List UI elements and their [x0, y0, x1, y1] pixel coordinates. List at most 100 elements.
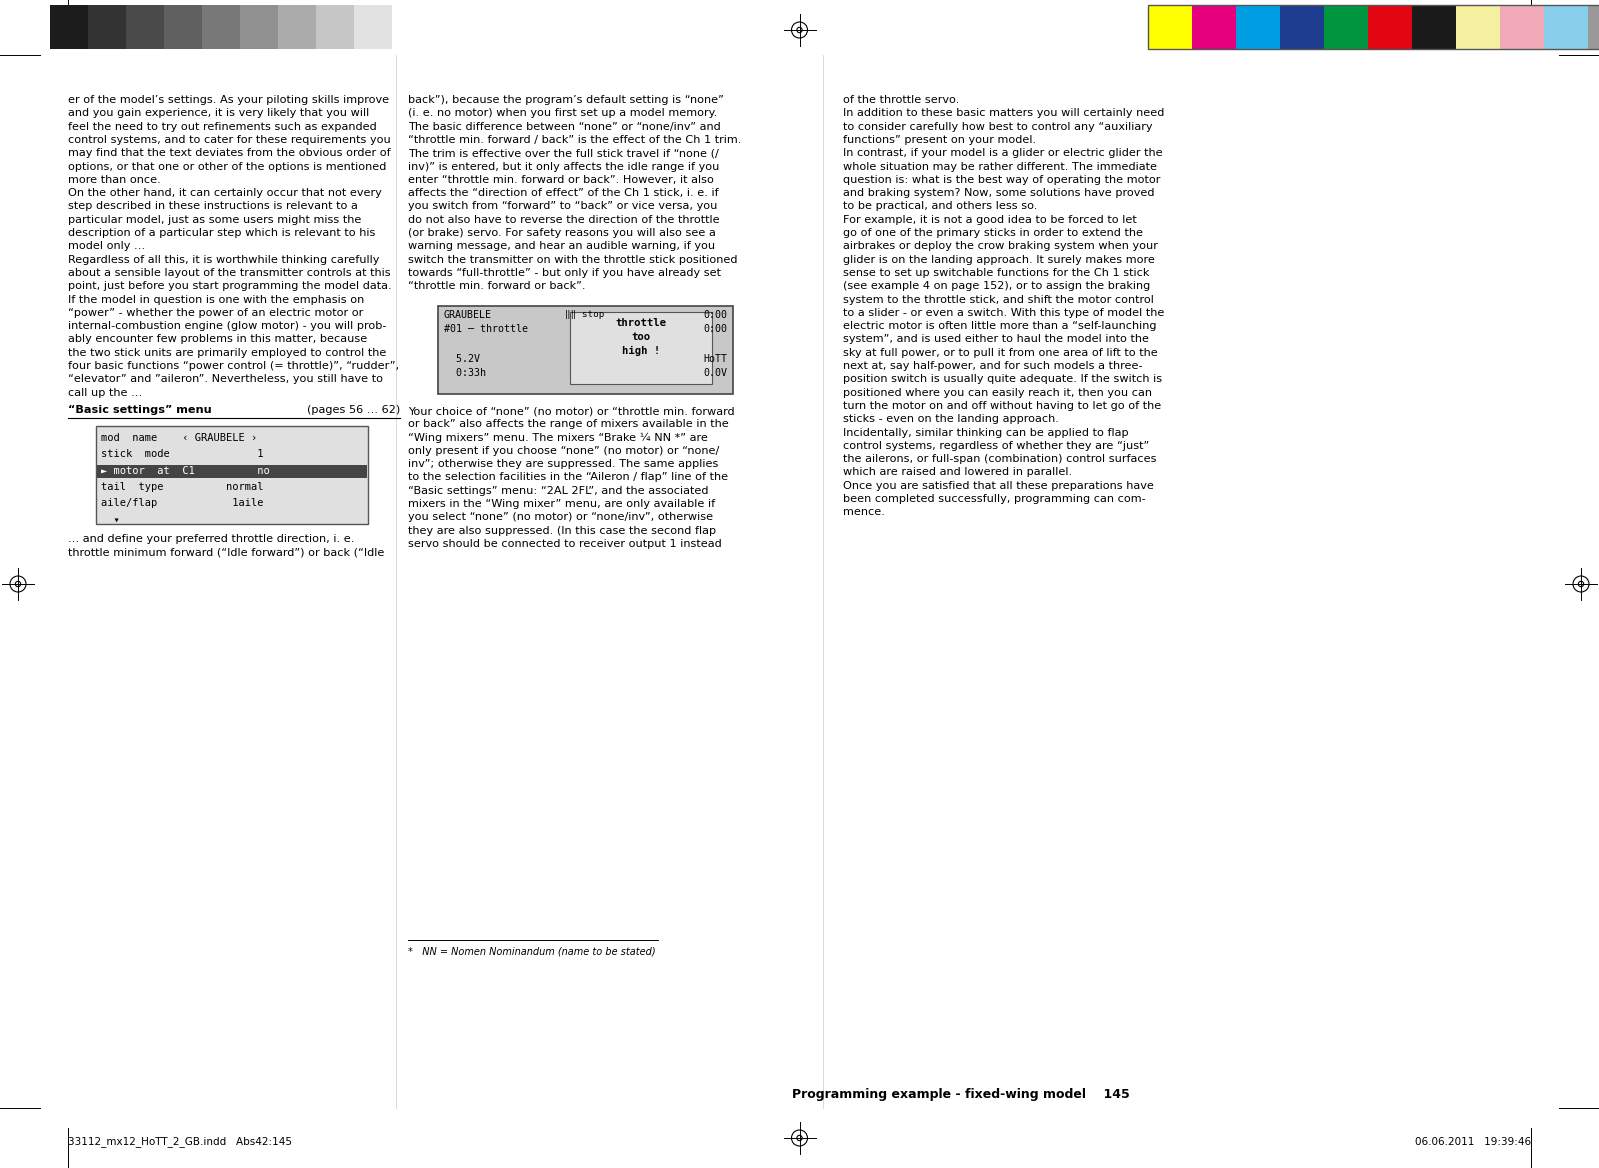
Text: do not also have to reverse the direction of the throttle: do not also have to reverse the directio…	[408, 215, 720, 224]
Text: positioned where you can easily reach it, then you can: positioned where you can easily reach it…	[843, 388, 1151, 397]
Text: high !: high !	[622, 346, 660, 356]
Text: call up the …: call up the …	[69, 388, 142, 397]
Text: ably encounter few problems in this matter, because: ably encounter few problems in this matt…	[69, 334, 368, 345]
Bar	[240, 5, 278, 49]
Text: (see example 4 on page 152), or to assign the braking: (see example 4 on page 152), or to assig…	[843, 281, 1150, 291]
Text: mod  name    ‹ GRAUBELE ›: mod name ‹ GRAUBELE ›	[101, 433, 257, 443]
Text: er of the model’s settings. As your piloting skills improve: er of the model’s settings. As your pilo…	[69, 95, 389, 105]
Text: too: too	[632, 332, 651, 342]
Text: throttle: throttle	[616, 318, 667, 328]
Text: question is: what is the best way of operating the motor: question is: what is the best way of ope…	[843, 175, 1161, 185]
Bar	[278, 5, 317, 49]
Text: inv”; otherwise they are suppressed. The same applies: inv”; otherwise they are suppressed. The…	[408, 459, 718, 470]
Bar	[126, 5, 165, 49]
Bar	[1545, 5, 1588, 49]
Bar	[1457, 5, 1500, 49]
Text: warning message, and hear an audible warning, if you: warning message, and hear an audible war…	[408, 242, 715, 251]
Text: GRAUBELE: GRAUBELE	[445, 310, 492, 320]
Text: to be practical, and others less so.: to be practical, and others less so.	[843, 201, 1038, 211]
Text: Once you are satisfied that all these preparations have: Once you are satisfied that all these pr…	[843, 481, 1154, 491]
Bar	[165, 5, 201, 49]
Text: control systems, regardless of whether they are “just”: control systems, regardless of whether t…	[843, 440, 1150, 451]
Text: stick  mode              1: stick mode 1	[101, 450, 264, 459]
Text: ‖‖ stop: ‖‖ stop	[566, 310, 604, 319]
Text: (i. e. no motor) when you first set up a model memory.: (i. e. no motor) when you first set up a…	[408, 109, 718, 118]
Text: functions” present on your model.: functions” present on your model.	[843, 134, 1036, 145]
Bar	[1191, 5, 1236, 49]
Text: and braking system? Now, some solutions have proved: and braking system? Now, some solutions …	[843, 188, 1154, 199]
Text: affects the “direction of effect” of the Ch 1 stick, i. e. if: affects the “direction of effect” of the…	[408, 188, 718, 199]
Text: On the other hand, it can certainly occur that not every: On the other hand, it can certainly occu…	[69, 188, 382, 199]
Bar	[353, 5, 392, 49]
Text: 5.2V: 5.2V	[445, 354, 480, 364]
Text: 06.06.2011   19:39:46: 06.06.2011 19:39:46	[1415, 1136, 1530, 1147]
Text: may find that the text deviates from the obvious order of: may find that the text deviates from the…	[69, 148, 390, 158]
Text: “throttle min. forward / back” is the effect of the Ch 1 trim.: “throttle min. forward / back” is the ef…	[408, 134, 742, 145]
Text: sense to set up switchable functions for the Ch 1 stick: sense to set up switchable functions for…	[843, 267, 1150, 278]
Text: been completed successfully, programming can com-: been completed successfully, programming…	[843, 494, 1145, 505]
Text: back”), because the program’s default setting is “none”: back”), because the program’s default se…	[408, 95, 724, 105]
Text: #01 ─ throttle: #01 ─ throttle	[445, 324, 528, 334]
Bar	[1281, 5, 1324, 49]
Text: description of a particular step which is relevant to his: description of a particular step which i…	[69, 228, 376, 238]
Text: four basic functions “power control (= throttle)”, “rudder”,: four basic functions “power control (= t…	[69, 361, 400, 371]
Bar	[438, 306, 732, 394]
Text: … and define your preferred throttle direction, i. e.: … and define your preferred throttle dir…	[69, 534, 355, 544]
Bar	[88, 5, 126, 49]
Bar	[1236, 5, 1281, 49]
Text: to consider carefully how best to control any “auxiliary: to consider carefully how best to contro…	[843, 121, 1153, 132]
Text: Regardless of all this, it is worthwhile thinking carefully: Regardless of all this, it is worthwhile…	[69, 255, 379, 265]
Bar	[201, 5, 240, 49]
Text: or back” also affects the range of mixers available in the: or back” also affects the range of mixer…	[408, 419, 729, 430]
Text: “Basic settings” menu: “2AL 2FL”, and the associated: “Basic settings” menu: “2AL 2FL”, and th…	[408, 486, 708, 495]
Text: particular model, just as some users might miss the: particular model, just as some users mig…	[69, 215, 361, 224]
Text: 33112_mx12_HoTT_2_GB.indd   Abs42:145: 33112_mx12_HoTT_2_GB.indd Abs42:145	[69, 1136, 293, 1147]
Text: system to the throttle stick, and shift the motor control: system to the throttle stick, and shift …	[843, 294, 1154, 305]
Text: position switch is usually quite adequate. If the switch is: position switch is usually quite adequat…	[843, 374, 1162, 384]
Bar	[1148, 5, 1191, 49]
Text: Incidentally, similar thinking can be applied to flap: Incidentally, similar thinking can be ap…	[843, 427, 1129, 438]
Text: the ailerons, or full-span (combination) control surfaces: the ailerons, or full-span (combination)…	[843, 454, 1156, 464]
Bar	[50, 5, 88, 49]
Bar	[96, 426, 368, 524]
Text: about a sensible layout of the transmitter controls at this: about a sensible layout of the transmitt…	[69, 267, 390, 278]
Text: to the selection facilities in the “Aileron / flap” line of the: to the selection facilities in the “Aile…	[408, 473, 728, 482]
Text: control systems, and to cater for these requirements you: control systems, and to cater for these …	[69, 134, 390, 145]
Text: The trim is effective over the full stick travel if “none (/: The trim is effective over the full stic…	[408, 148, 718, 158]
Text: switch the transmitter on with the throttle stick positioned: switch the transmitter on with the throt…	[408, 255, 737, 265]
Text: sticks - even on the landing approach.: sticks - even on the landing approach.	[843, 415, 1059, 424]
Text: 0:00: 0:00	[704, 324, 728, 334]
Text: turn the motor on and off without having to let go of the: turn the motor on and off without having…	[843, 401, 1161, 411]
Text: enter “throttle min. forward or back”. However, it also: enter “throttle min. forward or back”. H…	[408, 175, 713, 185]
Text: In contrast, if your model is a glider or electric glider the: In contrast, if your model is a glider o…	[843, 148, 1162, 158]
Text: ▾: ▾	[101, 515, 120, 524]
Text: tail  type          normal: tail type normal	[101, 482, 264, 492]
Text: system”, and is used either to haul the model into the: system”, and is used either to haul the …	[843, 334, 1150, 345]
Text: ► motor  at  C1          no: ► motor at C1 no	[101, 466, 270, 475]
Text: go of one of the primary sticks in order to extend the: go of one of the primary sticks in order…	[843, 228, 1143, 238]
Text: and you gain experience, it is very likely that you will: and you gain experience, it is very like…	[69, 109, 369, 118]
Bar	[1412, 5, 1457, 49]
Text: you switch from “forward” to “back” or vice versa, you: you switch from “forward” to “back” or v…	[408, 201, 718, 211]
Bar	[1369, 5, 1412, 49]
Text: towards “full-throttle” - but only if you have already set: towards “full-throttle” - but only if yo…	[408, 267, 721, 278]
Text: airbrakes or deploy the crow braking system when your: airbrakes or deploy the crow braking sys…	[843, 242, 1158, 251]
Text: internal-combustion engine (glow motor) - you will prob-: internal-combustion engine (glow motor) …	[69, 321, 387, 331]
Text: mence.: mence.	[843, 507, 884, 517]
Text: they are also suppressed. (In this case the second flap: they are also suppressed. (In this case …	[408, 526, 716, 536]
Text: Your choice of “none” (no motor) or “throttle min. forward: Your choice of “none” (no motor) or “thr…	[408, 406, 734, 416]
Text: whole situation may be rather different. The immediate: whole situation may be rather different.…	[843, 161, 1158, 172]
Bar	[1148, 5, 1599, 49]
Text: step described in these instructions is relevant to a: step described in these instructions is …	[69, 201, 358, 211]
Text: HoTT: HoTT	[704, 354, 728, 364]
Text: more than once.: more than once.	[69, 175, 161, 185]
Bar	[317, 5, 353, 49]
Text: “power” - whether the power of an electric motor or: “power” - whether the power of an electr…	[69, 308, 363, 318]
Text: glider is on the landing approach. It surely makes more: glider is on the landing approach. It su…	[843, 255, 1154, 265]
Text: mixers in the “Wing mixer” menu, are only available if: mixers in the “Wing mixer” menu, are onl…	[408, 499, 715, 509]
Text: sky at full power, or to pull it from one area of lift to the: sky at full power, or to pull it from on…	[843, 348, 1158, 357]
Text: options, or that one or other of the options is mentioned: options, or that one or other of the opt…	[69, 161, 387, 172]
Text: feel the need to try out refinements such as expanded: feel the need to try out refinements suc…	[69, 121, 377, 132]
Text: you select “none” (no motor) or “none/inv”, otherwise: you select “none” (no motor) or “none/in…	[408, 513, 713, 522]
Text: electric motor is often little more than a “self-launching: electric motor is often little more than…	[843, 321, 1156, 331]
